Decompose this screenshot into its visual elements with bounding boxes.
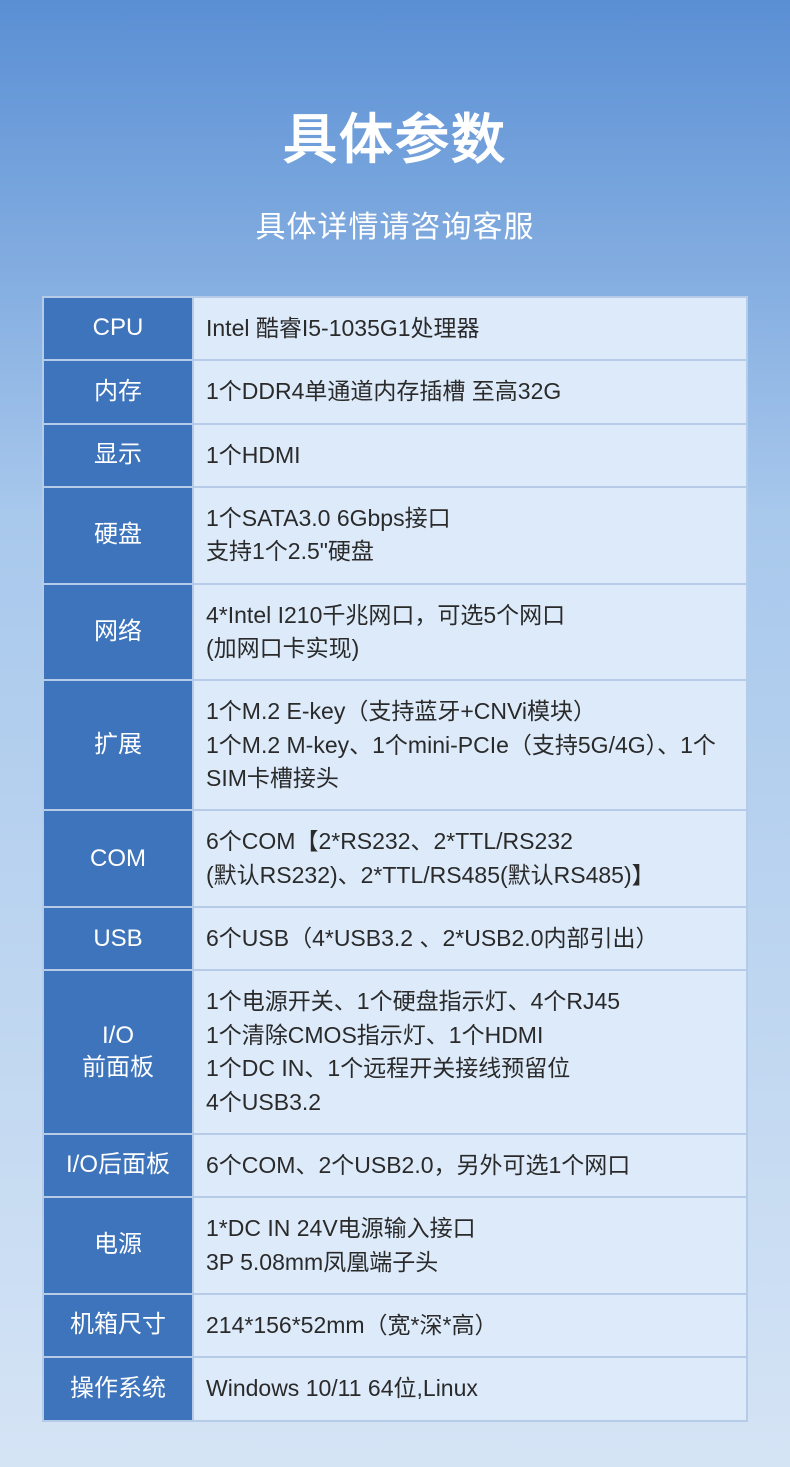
spec-label-expansion: 扩展: [43, 680, 193, 810]
spec-value-io-rear: 6个COM、2个USB2.0，另外可选1个网口: [193, 1134, 747, 1197]
spec-table: CPU Intel 酷睿I5-1035G1处理器 内存 1个DDR4单通道内存插…: [42, 296, 748, 1422]
spec-value-memory: 1个DDR4单通道内存插槽 至高32G: [193, 360, 747, 423]
spec-label-dimensions: 机箱尺寸: [43, 1294, 193, 1357]
spec-label-disk: 硬盘: [43, 487, 193, 584]
spec-value-disk: 1个SATA3.0 6Gbps接口支持1个2.5"硬盘: [193, 487, 747, 584]
page-title: 具体参数: [0, 95, 790, 174]
spec-label-os: 操作系统: [43, 1357, 193, 1420]
spec-value-os: Windows 10/11 64位,Linux: [193, 1357, 747, 1420]
table-row: I/O前面板 1个电源开关、1个硬盘指示灯、4个RJ451个清除CMOS指示灯、…: [43, 970, 747, 1133]
spec-value-dimensions: 214*156*52mm（宽*深*高）: [193, 1294, 747, 1357]
spec-label-memory: 内存: [43, 360, 193, 423]
spec-label-cpu: CPU: [43, 297, 193, 360]
spec-value-power: 1*DC IN 24V电源输入接口3P 5.08mm凤凰端子头: [193, 1197, 747, 1294]
spec-value-usb: 6个USB（4*USB3.2 、2*USB2.0内部引出）: [193, 907, 747, 970]
spec-label-network: 网络: [43, 584, 193, 681]
spec-label-usb: USB: [43, 907, 193, 970]
table-row: 硬盘 1个SATA3.0 6Gbps接口支持1个2.5"硬盘: [43, 487, 747, 584]
spec-label-com: COM: [43, 810, 193, 907]
table-row: 内存 1个DDR4单通道内存插槽 至高32G: [43, 360, 747, 423]
table-row: COM 6个COM【2*RS232、2*TTL/RS232(默认RS232)、2…: [43, 810, 747, 907]
spec-label-io-rear: I/O后面板: [43, 1134, 193, 1197]
table-row: CPU Intel 酷睿I5-1035G1处理器: [43, 297, 747, 360]
spec-value-cpu: Intel 酷睿I5-1035G1处理器: [193, 297, 747, 360]
table-row: 扩展 1个M.2 E-key（支持蓝牙+CNVi模块）1个M.2 M-key、1…: [43, 680, 747, 810]
table-row: 操作系统 Windows 10/11 64位,Linux: [43, 1357, 747, 1420]
table-row: USB 6个USB（4*USB3.2 、2*USB2.0内部引出）: [43, 907, 747, 970]
spec-label-display: 显示: [43, 424, 193, 487]
spec-label-io-front: I/O前面板: [43, 970, 193, 1133]
spec-value-display: 1个HDMI: [193, 424, 747, 487]
table-row: I/O后面板 6个COM、2个USB2.0，另外可选1个网口: [43, 1134, 747, 1197]
table-row: 显示 1个HDMI: [43, 424, 747, 487]
table-row: 网络 4*Intel I210千兆网口，可选5个网口(加网口卡实现): [43, 584, 747, 681]
header-section: 具体参数 具体详情请咨询客服: [0, 0, 790, 296]
spec-value-com: 6个COM【2*RS232、2*TTL/RS232(默认RS232)、2*TTL…: [193, 810, 747, 907]
spec-value-io-front: 1个电源开关、1个硬盘指示灯、4个RJ451个清除CMOS指示灯、1个HDMI1…: [193, 970, 747, 1133]
table-row: 机箱尺寸 214*156*52mm（宽*深*高）: [43, 1294, 747, 1357]
spec-label-power: 电源: [43, 1197, 193, 1294]
spec-value-network: 4*Intel I210千兆网口，可选5个网口(加网口卡实现): [193, 584, 747, 681]
spec-value-expansion: 1个M.2 E-key（支持蓝牙+CNVi模块）1个M.2 M-key、1个mi…: [193, 680, 747, 810]
table-row: 电源 1*DC IN 24V电源输入接口3P 5.08mm凤凰端子头: [43, 1197, 747, 1294]
page-subtitle: 具体详情请咨询客服: [0, 202, 790, 246]
spec-table-body: CPU Intel 酷睿I5-1035G1处理器 内存 1个DDR4单通道内存插…: [43, 297, 747, 1421]
